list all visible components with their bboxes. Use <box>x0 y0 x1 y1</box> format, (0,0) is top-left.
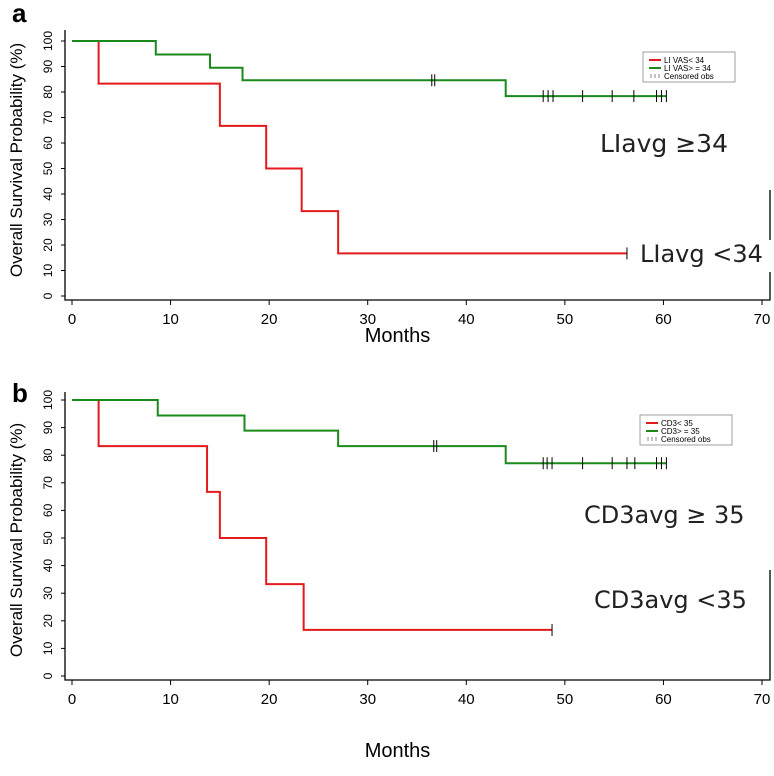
annotation-bg <box>634 240 774 272</box>
x-tick-label: 60 <box>655 691 672 708</box>
group-annotation: CD3avg ≥ 35 <box>584 501 745 529</box>
y-tick-label: 0 <box>41 292 55 299</box>
annotation-bg <box>594 130 734 162</box>
panel-label: a <box>12 0 27 28</box>
x-tick-label: 70 <box>754 691 771 708</box>
survival-curve-high <box>72 399 667 465</box>
y-tick-label: 80 <box>41 448 55 462</box>
legend-entry: LI VAS< 34 <box>664 56 705 65</box>
y-tick-label: 30 <box>41 213 55 227</box>
legend-entry: Censored obs <box>664 72 714 81</box>
y-tick-label: 10 <box>41 264 55 278</box>
y-tick-label: 40 <box>41 187 55 201</box>
x-tick-label: 50 <box>557 311 574 328</box>
y-tick-label: 60 <box>41 136 55 150</box>
y-tick-label: 90 <box>41 421 55 435</box>
y-tick-label: 30 <box>41 586 55 600</box>
legend-box <box>642 51 736 83</box>
x-tick-label: 20 <box>261 691 278 708</box>
panel-b: b 0 10 20 30 40 50 60 70 0 10 20 30 40 50 60 70 80 90 100 Mo… <box>7 378 771 762</box>
plot-frame <box>64 392 771 681</box>
group-annotation: LIavg ≥34 <box>600 129 728 158</box>
y-tick-label: 50 <box>41 531 55 545</box>
legend-censor-swatch <box>650 74 660 78</box>
y-tick-label: 10 <box>41 641 55 655</box>
survival-curve-low <box>72 40 627 255</box>
survival-curve-high <box>72 40 667 98</box>
x-tick-label: 30 <box>359 691 376 708</box>
legend-censor-swatch <box>647 437 657 441</box>
x-tick-label: 40 <box>458 311 475 328</box>
y-tick-label: 40 <box>41 559 55 573</box>
y-tick-label: 90 <box>41 60 55 74</box>
group-annotation: CD3avg <35 <box>594 586 747 614</box>
x-tick-label: 30 <box>359 311 376 328</box>
legend-entry: Censored obs <box>661 435 711 444</box>
legend-entry: CD3< 35 <box>661 419 693 428</box>
x-axis-label: Months <box>365 740 431 762</box>
annotation-bg <box>578 501 718 533</box>
survival-curve-low <box>72 399 553 631</box>
y-tick-label: 50 <box>41 162 55 176</box>
y-tick-label: 80 <box>41 85 55 99</box>
y-tick-label: 20 <box>41 614 55 628</box>
x-tick-label: 10 <box>162 311 179 328</box>
x-tick-label: 70 <box>754 311 771 328</box>
y-tick-label: 60 <box>41 503 55 517</box>
group-annotation: LIavg <34 <box>640 240 763 268</box>
panel-a: a 0 10 20 30 40 50 60 70 0 10 20 30 40 50 60 70 80 90 100 Mo… <box>7 0 774 347</box>
legend-entry: CD3> = 35 <box>661 427 700 436</box>
x-axis-label: Months <box>365 325 431 347</box>
y-tick-label: 100 <box>41 390 55 410</box>
x-tick-label: 60 <box>655 311 672 328</box>
x-tick-label: 40 <box>458 691 475 708</box>
annotation-bg <box>588 586 728 618</box>
x-tick-label: 0 <box>68 691 76 708</box>
x-tick-label: 10 <box>162 691 179 708</box>
y-tick-label: 70 <box>41 476 55 490</box>
panel-label: b <box>12 378 28 408</box>
y-tick-label: 20 <box>41 238 55 252</box>
y-tick-label: 0 <box>41 672 55 679</box>
y-tick-label: 100 <box>41 31 55 51</box>
x-tick-label: 0 <box>68 311 76 328</box>
x-tick-label: 50 <box>557 691 574 708</box>
y-axis-label: Overall Survival Probability (%) <box>7 43 26 277</box>
y-axis-label: Overall Survival Probability (%) <box>7 423 26 657</box>
x-tick-label: 20 <box>261 311 278 328</box>
legend-entry: LI VAS> = 34 <box>664 64 712 73</box>
y-tick-label: 70 <box>41 111 55 125</box>
